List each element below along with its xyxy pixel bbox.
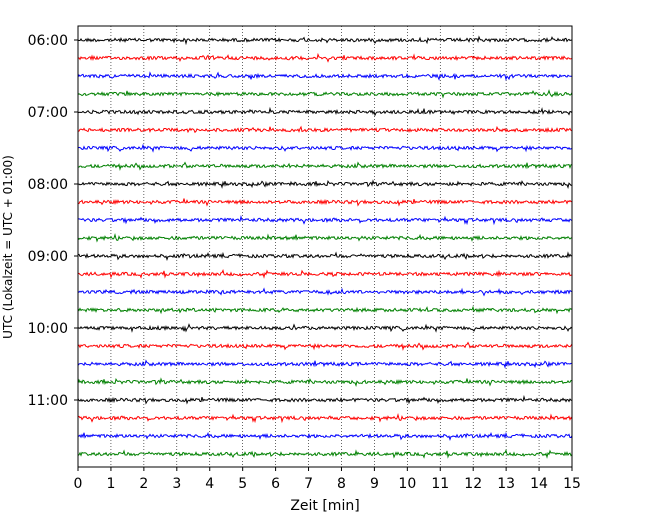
x-tick-label: 15 xyxy=(563,476,581,492)
trace-line xyxy=(77,287,573,297)
trace-line xyxy=(77,251,573,262)
trace-line xyxy=(77,125,573,134)
x-tick-label: 8 xyxy=(337,476,346,492)
trace-line xyxy=(77,179,573,189)
trace-line xyxy=(77,214,573,226)
trace-line xyxy=(77,143,573,153)
trace-line xyxy=(77,35,573,46)
y-tick-label: 11:00 xyxy=(28,393,68,409)
trace-line xyxy=(77,89,573,99)
x-tick-label: 9 xyxy=(370,476,379,492)
x-tick-label: 1 xyxy=(106,476,115,492)
y-axis-ticks: 06:00 07:00 08:00 09:00 10:00 11:00 xyxy=(28,33,78,409)
trace-line xyxy=(77,341,573,352)
y-tick-label: 10:00 xyxy=(28,321,68,337)
y-tick-label: 09:00 xyxy=(28,249,68,265)
trace-line xyxy=(77,413,573,424)
x-axis-ticks: 0 1 2 3 4 5 6 7 8 9 10 11 12 13 14 15 xyxy=(74,467,581,492)
x-tick-label: 10 xyxy=(398,476,416,492)
trace-line xyxy=(77,71,573,81)
trace-line xyxy=(77,161,573,172)
x-tick-label: 12 xyxy=(464,476,482,492)
y-tick-label: 06:00 xyxy=(28,33,68,49)
x-tick-label: 13 xyxy=(497,476,515,492)
x-tick-label: 6 xyxy=(271,476,280,492)
x-tick-label: 3 xyxy=(172,476,181,492)
x-tick-label: 4 xyxy=(205,476,214,492)
x-tick-label: 7 xyxy=(304,476,313,492)
trace-line xyxy=(77,377,573,387)
y-tick-label: 08:00 xyxy=(28,177,68,193)
trace-line xyxy=(77,323,573,333)
trace-line xyxy=(77,106,573,117)
trace-line xyxy=(77,52,573,63)
x-tick-label: 11 xyxy=(431,476,449,492)
trace-line xyxy=(77,305,573,315)
trace-line xyxy=(77,394,573,405)
y-tick-label: 07:00 xyxy=(28,105,68,121)
x-axis-title: Zeit [min] xyxy=(290,498,359,514)
trace-series xyxy=(77,35,573,459)
x-tick-label: 14 xyxy=(530,476,548,492)
trace-line xyxy=(77,359,573,369)
trace-line xyxy=(77,233,573,243)
x-tick-label: 5 xyxy=(238,476,247,492)
plot-frame xyxy=(77,25,573,468)
y-axis-title: UTC (Lokalzeit = UTC + 01:00) xyxy=(1,155,15,339)
trace-line xyxy=(77,449,573,459)
x-tick-label: 2 xyxy=(139,476,148,492)
trace-line xyxy=(77,198,573,207)
trace-line xyxy=(77,269,573,279)
x-tick-label: 0 xyxy=(74,476,83,492)
trace-line xyxy=(77,431,573,442)
